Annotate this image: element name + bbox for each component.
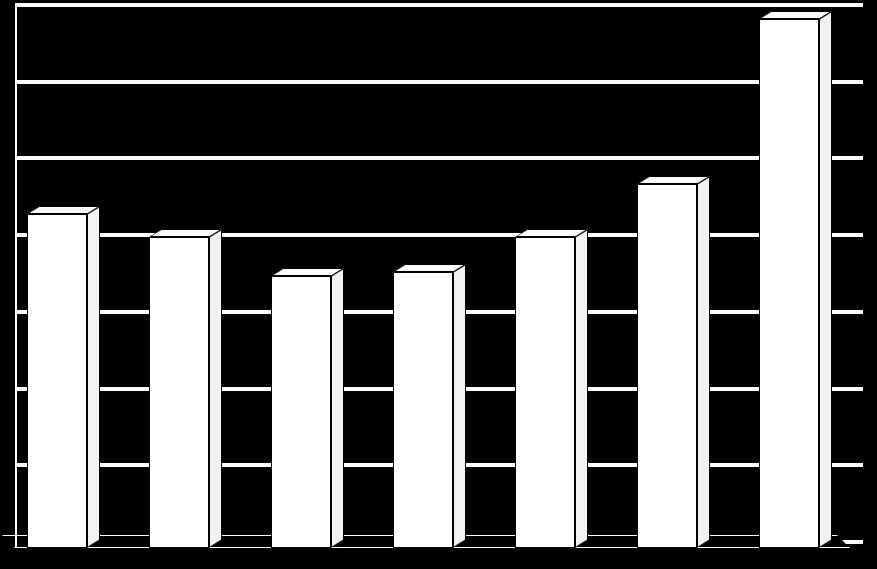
plot-area	[15, 3, 863, 548]
bar	[637, 176, 710, 548]
bar-side	[87, 206, 100, 548]
bar-front	[637, 184, 697, 548]
bar-side	[331, 268, 344, 548]
bar-front	[515, 237, 575, 548]
bar	[149, 229, 222, 548]
bar	[393, 264, 466, 548]
bar-side	[575, 229, 588, 548]
bar-top	[393, 264, 466, 272]
bar-front	[149, 237, 209, 548]
bar-side	[697, 176, 710, 548]
bar	[515, 229, 588, 548]
bar	[759, 11, 832, 548]
gridline	[15, 80, 863, 84]
bar	[271, 268, 344, 548]
bar-top	[759, 11, 832, 19]
bar-side	[453, 264, 466, 548]
y-axis-line	[15, 3, 17, 548]
bar-front	[27, 214, 87, 548]
bar-chart	[0, 0, 877, 569]
gridline	[15, 3, 863, 7]
bar-side	[209, 229, 222, 548]
bar-front	[271, 276, 331, 548]
gridline	[15, 233, 863, 237]
bar-top	[637, 176, 710, 184]
bar-front	[393, 272, 453, 548]
bar-top	[271, 268, 344, 276]
bar	[27, 206, 100, 548]
bar-side	[819, 11, 832, 548]
gridline	[15, 156, 863, 160]
bar-front	[759, 19, 819, 548]
